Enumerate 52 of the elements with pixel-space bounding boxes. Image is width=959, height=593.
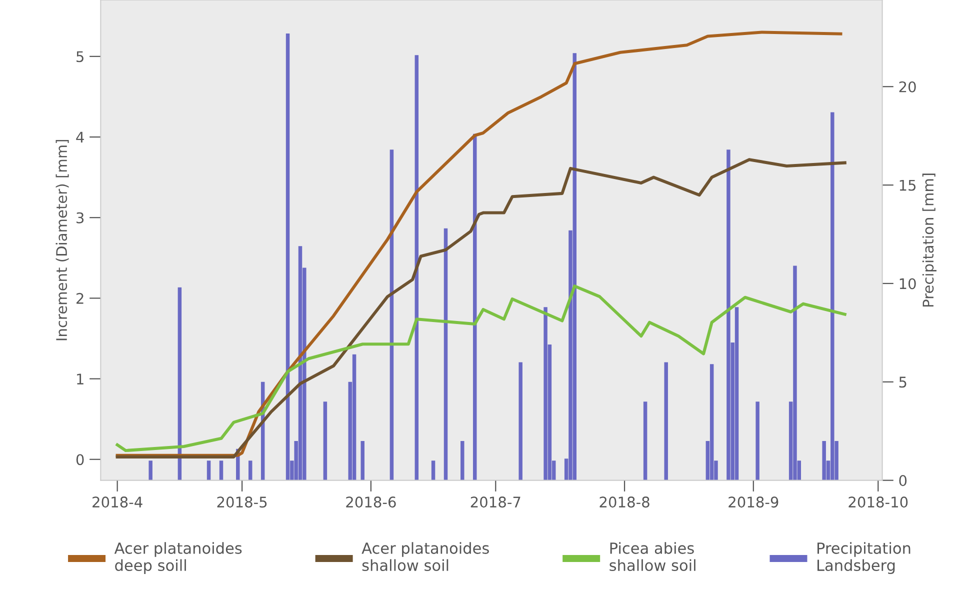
bar — [323, 402, 328, 480]
y-tick-label: 1 — [77, 374, 84, 384]
legend-label: Acer platanoides shallow soil — [362, 542, 489, 572]
x-tick-label: 2018-8 — [600, 496, 650, 508]
bar — [572, 53, 577, 480]
x-tick-label: 2018-7 — [470, 496, 520, 508]
y-tick-label: 0 — [76, 454, 84, 466]
y-tick-label: 4 — [76, 132, 84, 143]
bar — [793, 266, 797, 480]
legend-label: Precipitation Landsberg — [817, 542, 910, 574]
bar — [830, 112, 834, 480]
y2-axis-title: Precipitation [mm] — [922, 174, 936, 307]
bar — [206, 460, 211, 480]
bar — [352, 354, 356, 480]
y-axis-title: Increment (Diameter) [mm] — [56, 140, 69, 340]
bar — [726, 150, 730, 480]
legend-label: Picea abies shallow soil — [610, 542, 696, 572]
y2-tick-label: 0 — [899, 475, 907, 486]
y-tick-label: 2 — [76, 292, 84, 304]
x-tick-label: 2018-4 — [92, 496, 142, 508]
line-series — [116, 158, 846, 458]
x-tick-label: 2018-5 — [217, 496, 267, 508]
bar — [219, 460, 224, 480]
bar — [734, 307, 739, 480]
y-tick-label: 3 — [76, 212, 84, 224]
bar — [360, 440, 364, 480]
bar — [460, 440, 464, 480]
bar — [664, 362, 668, 480]
bar — [148, 460, 152, 480]
y-tick-label: 5 — [76, 51, 84, 62]
bar — [431, 460, 436, 480]
bar — [822, 440, 826, 480]
line-series — [116, 30, 842, 457]
x-tick-label: 2018-9 — [728, 496, 778, 508]
bar — [444, 228, 448, 480]
x-tick-label: 2018-6 — [346, 496, 396, 508]
bar — [710, 364, 714, 480]
legend-label: Acer platanoides deep soill — [114, 542, 242, 574]
x-tick-label: 2018-10 — [848, 496, 908, 508]
bar — [390, 150, 394, 480]
line-series — [116, 284, 846, 452]
bar — [178, 287, 182, 480]
bar — [248, 460, 252, 480]
bar — [756, 402, 760, 480]
bar — [544, 307, 548, 480]
bar — [643, 402, 648, 480]
y2-tick-label: 5 — [899, 376, 906, 388]
bar — [518, 362, 522, 480]
y2-tick-label: 10 — [900, 278, 916, 290]
y2-tick-label: 15 — [900, 180, 916, 191]
bar — [286, 33, 290, 480]
y2-tick-label: 20 — [899, 81, 916, 92]
